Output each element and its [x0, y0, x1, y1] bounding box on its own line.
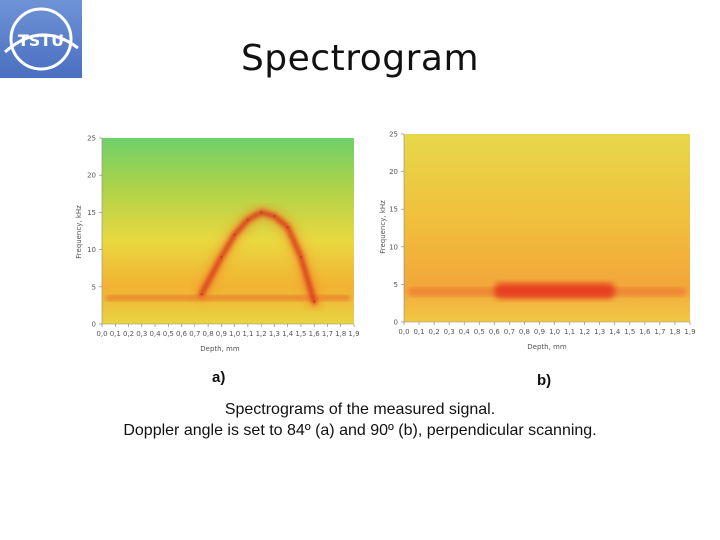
- x-tick-label: 0,4: [149, 330, 161, 338]
- baseline-band-a: [106, 294, 350, 301]
- arch-point: [246, 218, 250, 222]
- y-tick-label: 15: [389, 206, 398, 214]
- x-tick-label: 1,6: [309, 330, 321, 338]
- arch-point: [220, 255, 223, 259]
- x-tick-label: 0,5: [163, 330, 174, 338]
- y-tick-label: 10: [389, 243, 398, 251]
- x-tick-label: 1,2: [256, 330, 267, 338]
- spectrogram-a-svg: 0,0 0,1 0,2 0,3 0,4 0,5 0,6 0,7 0,8 0,9 1,0 1,1 1,2 1…: [75, 135, 360, 354]
- x-tick-label: 1,0: [229, 330, 240, 338]
- panel-label-b: b): [537, 372, 552, 389]
- arch-point: [200, 293, 203, 296]
- x-tick-label: 0,0: [96, 330, 107, 338]
- spectrogram-b-svg: 0,0 0,1 0,2 0,3 0,4 0,5 0,6 0,7 0,8 0,9 1,0 1,1 1,2 1…: [379, 131, 696, 352]
- y-tick-label: 25: [87, 135, 96, 143]
- arch-point: [273, 214, 276, 218]
- logo-text: TSTU: [18, 31, 64, 50]
- y-tick-label: 0: [92, 321, 96, 329]
- arch-point: [286, 226, 289, 229]
- x-tick-label: 1,1: [242, 330, 253, 338]
- x-tick-label: 0,7: [189, 330, 200, 338]
- y-tick-label: 0: [394, 319, 398, 327]
- x-tick-label: 1,1: [564, 328, 575, 336]
- x-tick-label: 1,8: [669, 328, 680, 336]
- x-tick-label: 0,3: [136, 330, 147, 338]
- tstu-logo: TSTU: [0, 0, 82, 78]
- caption-line-2: Doppler angle is set to 84º (a) and 90º …: [123, 422, 597, 439]
- spectrogram-b: 0,0 0,1 0,2 0,3 0,4 0,5 0,6 0,7 0,8 0,9 1,0 1,1 1,2 1…: [372, 127, 697, 357]
- x-tick-label: 0,0: [398, 328, 409, 336]
- y-tick-label: 25: [389, 131, 398, 139]
- y-tick-label: 20: [389, 168, 398, 176]
- x-tick-label: 1,3: [594, 328, 605, 336]
- x-tick-label: 0,7: [504, 328, 515, 336]
- x-tick-label: 1,7: [322, 330, 333, 338]
- x-tick-label: 0,4: [459, 328, 471, 336]
- caption-line-1: Spectrograms of the measured signal.: [224, 401, 496, 418]
- x-tick-label: 1,5: [624, 328, 635, 336]
- x-tick-label: 0,8: [203, 330, 214, 338]
- x-tick-label: 0,2: [429, 328, 440, 336]
- x-tick-label: 1,4: [609, 328, 621, 336]
- x-tick-label: 0,9: [216, 330, 227, 338]
- y-tick-label: 5: [92, 283, 96, 291]
- x-axis-label-a: Depth, mm: [200, 345, 240, 353]
- x-tick-label: 1,0: [549, 328, 560, 336]
- x-axis-label-b: Depth, mm: [527, 343, 567, 351]
- x-tick-label: 0,8: [519, 328, 530, 336]
- y-axis-label-a: Frequency, kHz: [75, 205, 83, 259]
- x-tick-label: 1,9: [684, 328, 695, 336]
- x-tick-label: 1,4: [282, 330, 294, 338]
- y-tick-label: 10: [87, 246, 96, 254]
- arch-point: [299, 255, 303, 259]
- x-tick-label: 0,5: [474, 328, 485, 336]
- y-tick-label: 5: [394, 281, 398, 289]
- slide-title: Spectrogram: [240, 38, 480, 79]
- x-tick-label: 1,3: [269, 330, 280, 338]
- x-tick-label: 1,6: [639, 328, 651, 336]
- x-tick-label: 0,2: [123, 330, 134, 338]
- x-tick-label: 1,8: [335, 330, 346, 338]
- x-tick-label: 0,6: [489, 328, 501, 336]
- x-tick-label: 1,7: [654, 328, 665, 336]
- x-tick-label: 0,1: [110, 330, 121, 338]
- x-tick-label: 0,9: [534, 328, 545, 336]
- y-tick-label: 15: [87, 209, 96, 217]
- panel-label-a: a): [212, 369, 226, 386]
- x-tick-label: 0,6: [176, 330, 188, 338]
- arch-point: [233, 233, 236, 236]
- x-tick-label: 1,2: [579, 328, 590, 336]
- arch-point: [259, 211, 263, 214]
- x-tick-label: 1,5: [295, 330, 306, 338]
- y-tick-label: 20: [87, 172, 96, 180]
- arch-point: [313, 300, 316, 303]
- y-axis-label-b: Frequency, kHz: [379, 200, 387, 254]
- x-tick-label: 0,1: [413, 328, 424, 336]
- spectrogram-a: 0,0 0,1 0,2 0,3 0,4 0,5 0,6 0,7 0,8 0,9 1,0 1,1 1,2 1…: [72, 132, 362, 357]
- signal-band-b: [494, 282, 615, 299]
- x-tick-label: 1,9: [348, 330, 359, 338]
- x-tick-label: 0,3: [444, 328, 455, 336]
